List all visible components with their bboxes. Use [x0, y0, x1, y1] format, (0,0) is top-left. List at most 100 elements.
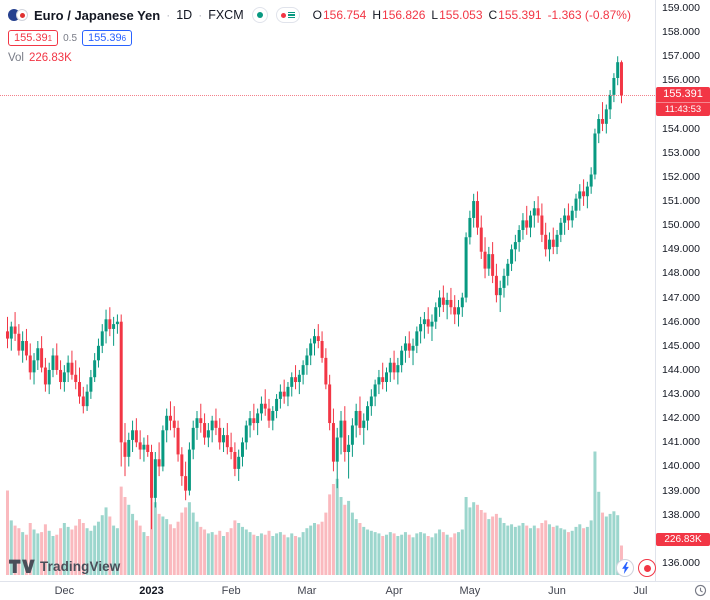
instant-trading-button[interactable] [616, 559, 634, 577]
candle-body [574, 198, 578, 211]
volume-bar [388, 532, 392, 575]
candle-body [150, 452, 154, 498]
candle-body [441, 297, 445, 305]
volume-bar [536, 528, 540, 575]
volume-bar [369, 530, 373, 575]
candle-body [153, 459, 157, 498]
buy-button[interactable]: 155.39 6 [82, 30, 133, 46]
volume-bar [312, 523, 316, 575]
volume-bar [252, 534, 256, 575]
volume-bar [373, 532, 377, 575]
price-axis-label: 154.000 [662, 122, 700, 135]
price-axis-label: 158.000 [662, 26, 700, 39]
volume-bar [494, 513, 498, 575]
candle-body [168, 415, 172, 421]
price-axis-label: 151.000 [662, 195, 700, 208]
volume-bar [426, 536, 430, 575]
volume-bar [366, 529, 370, 575]
candle-body [403, 343, 407, 351]
volume-bar [233, 520, 237, 575]
high-value: 156.826 [382, 8, 426, 22]
candle-body [566, 215, 570, 221]
volume-bar [100, 515, 104, 575]
volume-bar [146, 536, 150, 575]
candle-body [415, 331, 419, 346]
volume-bar [70, 529, 74, 575]
candle-body [445, 299, 449, 305]
candle-body [244, 425, 248, 443]
price-axis-label: 145.000 [662, 339, 700, 352]
volume-bar [191, 512, 195, 575]
volume-bar [9, 520, 13, 575]
candle-body [388, 362, 392, 373]
time-axis-label: Mar [297, 585, 317, 597]
candle-body [475, 201, 479, 228]
volume-bar [55, 534, 59, 575]
open-value: 156.754 [322, 8, 367, 22]
candle-body [400, 350, 404, 366]
volume-bar [165, 519, 169, 575]
timezone-clock-icon[interactable] [694, 584, 707, 597]
candle-body [104, 319, 108, 332]
volume-bar [555, 525, 559, 575]
candle-body [354, 410, 358, 426]
symbol-title[interactable]: Euro / Japanese Yen [34, 7, 161, 23]
tradingview-logo[interactable]: TradingView [9, 559, 120, 574]
candle-body [510, 249, 514, 264]
volume-bar [301, 532, 305, 575]
open-label: O [312, 8, 322, 22]
volume-bar [142, 532, 146, 575]
current-price-marker: 155.391 11:43:53 [656, 87, 710, 116]
candle-body [89, 377, 93, 392]
record-button[interactable] [638, 559, 656, 577]
candle-body [187, 449, 191, 491]
interval-label[interactable]: 1D [176, 8, 193, 22]
candle-body [248, 418, 252, 426]
quick-settings-chip[interactable] [275, 7, 300, 23]
volume-bar [203, 529, 207, 575]
volume-bar [286, 537, 290, 575]
market-status-chip[interactable] [251, 7, 268, 23]
volume-bar [66, 526, 70, 575]
volume-bar [267, 530, 271, 575]
candle-body [263, 403, 267, 409]
volume-bar [585, 526, 589, 575]
volume-bar [415, 533, 419, 575]
exchange-label[interactable]: FXCM [208, 8, 244, 22]
time-axis[interactable]: Dec 2023 Feb Mar Apr May Jun Jul [0, 581, 710, 600]
volume-bar [407, 534, 411, 575]
candle-body [127, 439, 131, 457]
volume-bar [578, 524, 582, 575]
candle-body [81, 396, 85, 407]
candle-body [392, 362, 396, 373]
sell-button[interactable]: 155.39 1 [8, 30, 59, 46]
volume-bar [184, 507, 188, 575]
volume-bar [475, 504, 479, 575]
time-axis-label: Jun [548, 585, 566, 597]
candle-body [9, 326, 13, 339]
volume-bar [362, 526, 366, 575]
volume-bar [422, 533, 426, 575]
volume-layer [6, 451, 623, 575]
candle-body [225, 435, 229, 448]
candle-body [218, 427, 222, 443]
volume-bar [271, 536, 275, 575]
candle-body [381, 377, 385, 383]
volume-bar [335, 478, 339, 575]
volume-bar [434, 533, 438, 575]
candle-body [123, 442, 127, 457]
volume-bar [138, 525, 142, 575]
candle-body [438, 297, 442, 308]
volume-bar [78, 519, 82, 575]
volume-bar [316, 524, 320, 575]
volume-bar [248, 532, 252, 575]
candle-body [172, 420, 176, 428]
low-value: 155.053 [439, 8, 483, 22]
volume-bar [278, 532, 282, 575]
candle-body [24, 341, 28, 356]
current-price-value: 155.391 [663, 88, 703, 100]
candle-body [608, 94, 612, 110]
volume-bar [131, 513, 135, 575]
time-axis-label: Jul [633, 585, 648, 597]
